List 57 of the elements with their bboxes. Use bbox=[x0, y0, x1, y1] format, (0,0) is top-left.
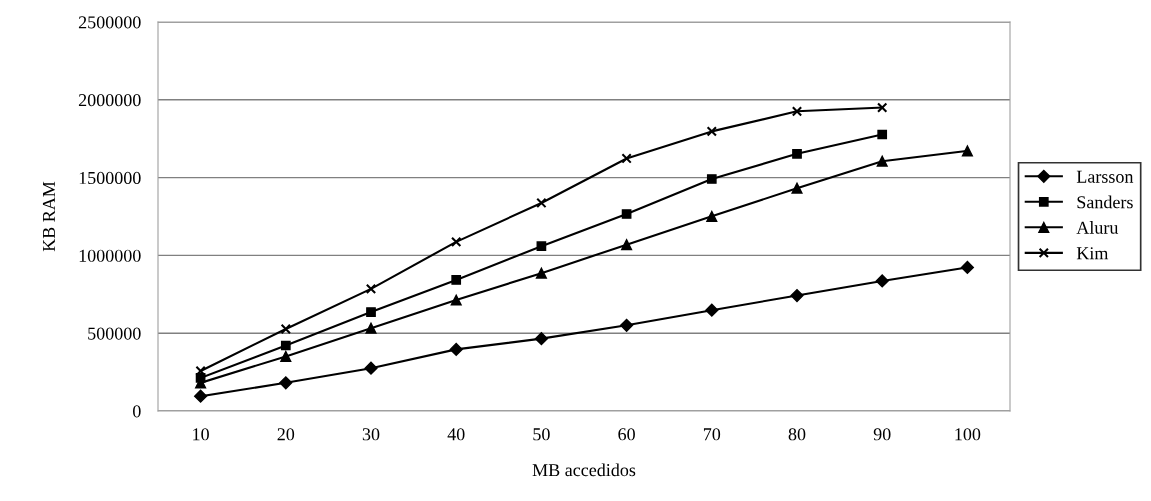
point bbox=[450, 294, 462, 306]
point bbox=[791, 106, 803, 117]
y-axis-title: KB RAM bbox=[42, 181, 55, 252]
point bbox=[706, 210, 718, 222]
legend-label: Kim bbox=[1076, 247, 1109, 260]
x-tick-label: 80 bbox=[788, 428, 806, 441]
x-tick-label: 60 bbox=[618, 428, 635, 441]
point bbox=[451, 275, 462, 285]
point bbox=[706, 174, 717, 184]
point bbox=[280, 340, 291, 351]
point bbox=[876, 102, 888, 113]
point bbox=[791, 182, 803, 194]
point bbox=[365, 283, 377, 295]
legend-label: Larsson bbox=[1076, 170, 1134, 183]
point bbox=[364, 361, 378, 375]
point bbox=[449, 342, 463, 356]
legend-label: Aluru bbox=[1076, 221, 1119, 234]
point bbox=[194, 389, 208, 403]
point bbox=[877, 129, 888, 140]
point bbox=[621, 239, 633, 251]
point bbox=[875, 274, 889, 288]
x-axis-title: MB accedidos bbox=[532, 463, 636, 477]
legend-label: Sanders bbox=[1077, 195, 1133, 209]
point bbox=[876, 155, 888, 167]
point bbox=[280, 323, 292, 335]
point bbox=[535, 267, 547, 279]
point bbox=[792, 148, 802, 159]
point bbox=[365, 322, 377, 334]
x-tick-label: 70 bbox=[703, 428, 721, 441]
point bbox=[621, 153, 632, 164]
x-tick-label: 30 bbox=[362, 428, 380, 441]
point bbox=[706, 126, 718, 137]
x-tick-label: 90 bbox=[873, 428, 891, 441]
point bbox=[366, 307, 376, 317]
point bbox=[961, 145, 973, 157]
point bbox=[536, 197, 547, 209]
point bbox=[280, 350, 292, 362]
y-tick-label: 1000000 bbox=[79, 249, 141, 262]
y-tick-label: 500000 bbox=[88, 327, 141, 340]
y-tick-label: 2000000 bbox=[78, 94, 141, 107]
x-tick-label: 40 bbox=[447, 428, 465, 441]
x-tick-label: 20 bbox=[277, 428, 295, 441]
point bbox=[620, 318, 634, 332]
point bbox=[536, 241, 547, 252]
y-tick-label: 1500000 bbox=[79, 171, 141, 185]
x-tick-label: 10 bbox=[193, 428, 209, 441]
x-tick-label: 100 bbox=[955, 428, 981, 441]
y-tick-label: 2500000 bbox=[78, 16, 141, 29]
point bbox=[790, 288, 804, 303]
y-tick-label: 0 bbox=[132, 405, 141, 418]
x-tick-label: 50 bbox=[533, 428, 550, 441]
point bbox=[279, 376, 293, 390]
point bbox=[705, 303, 719, 317]
point bbox=[450, 236, 462, 248]
point bbox=[534, 332, 548, 346]
point bbox=[960, 260, 974, 274]
point bbox=[621, 209, 632, 219]
